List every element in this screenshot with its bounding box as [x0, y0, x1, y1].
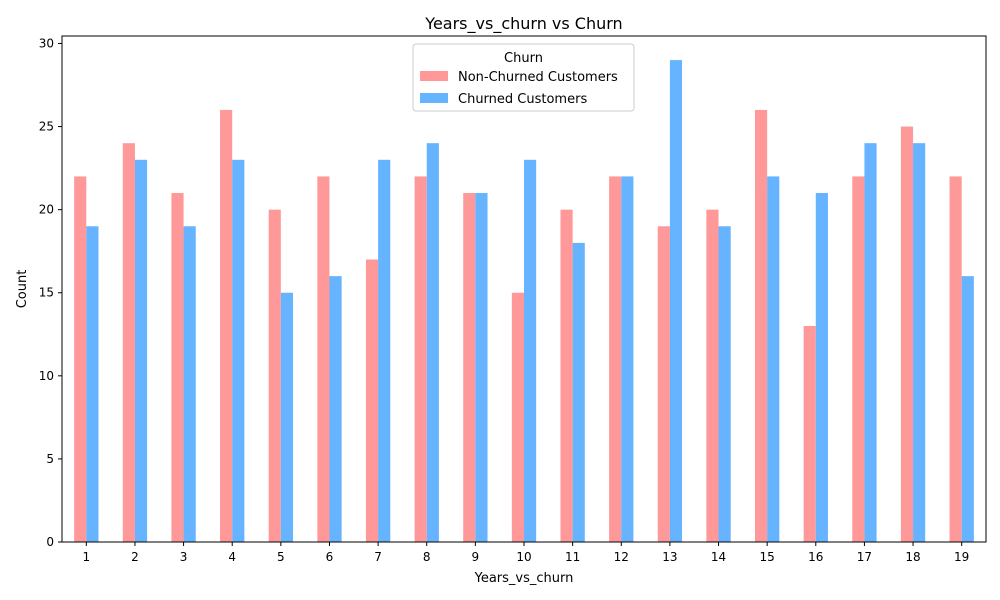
y-tick-label: 30 — [39, 36, 54, 50]
bar-non-churned-3 — [171, 193, 184, 542]
y-tick-label: 0 — [46, 535, 54, 549]
bar-non-churned-1 — [74, 176, 87, 543]
legend-box — [412, 43, 635, 112]
x-tick-label: 17 — [857, 550, 872, 564]
bar-non-churned-4 — [220, 109, 233, 542]
bar-churned-9 — [475, 193, 488, 542]
x-tick-label: 16 — [808, 550, 823, 564]
y-axis-ticks: 0 5 10 15 20 25 30 — [39, 36, 62, 549]
x-tick-label: 3 — [180, 550, 188, 564]
bar-churned-12 — [621, 176, 634, 543]
bar-non-churned-14 — [706, 209, 719, 542]
x-tick-label: 12 — [614, 550, 629, 564]
bar-non-churned-2 — [122, 143, 135, 542]
bar-non-churned-17 — [852, 176, 865, 543]
bar-non-churned-12 — [609, 176, 622, 543]
x-tick-label: 6 — [326, 550, 334, 564]
x-tick-label: 1 — [82, 550, 90, 564]
x-axis-ticks: 1 2 3 4 5 6 7 8 9 10 11 12 13 14 15 16 17 18 19 — [82, 542, 969, 564]
x-tick-label: 14 — [711, 550, 726, 564]
y-tick-label: 15 — [39, 286, 54, 300]
bar-non-churned-5 — [268, 209, 281, 542]
x-tick-label: 15 — [760, 550, 775, 564]
bar-non-churned-19 — [949, 176, 962, 543]
bars-group — [74, 60, 974, 543]
bar-churned-17 — [864, 143, 877, 542]
y-tick-label: 20 — [39, 203, 54, 217]
bar-churned-1 — [86, 226, 99, 542]
bar-churned-15 — [767, 176, 780, 543]
bar-churned-13 — [669, 60, 683, 542]
bar-non-churned-8 — [414, 176, 427, 543]
bar-churned-5 — [280, 292, 293, 542]
bar-non-churned-7 — [365, 259, 379, 542]
bar-non-churned-15 — [755, 109, 768, 542]
bar-churned-3 — [183, 226, 196, 542]
legend-label-non-churned: Non-Churned Customers — [458, 70, 618, 85]
bar-churned-4 — [232, 159, 245, 543]
x-tick-label: 19 — [954, 550, 969, 564]
bar-non-churned-10 — [511, 292, 524, 542]
bar-non-churned-11 — [560, 209, 573, 542]
bar-churned-7 — [378, 159, 391, 543]
bar-churned-10 — [524, 159, 537, 543]
legend: Churn Non-Churned Customers Churned Cust… — [412, 43, 635, 112]
bar-churned-8 — [426, 143, 439, 542]
bar-churned-2 — [134, 159, 148, 543]
x-tick-label: 9 — [472, 550, 480, 564]
x-tick-label: 2 — [131, 550, 139, 564]
plot-frame — [61, 35, 987, 543]
x-tick-label: 4 — [228, 550, 236, 564]
bar-churned-14 — [718, 226, 731, 542]
chart-title: Years_vs_churn vs Churn — [424, 14, 622, 34]
x-axis-label: Years_vs_churn — [474, 571, 574, 586]
bar-churned-19 — [961, 276, 974, 542]
y-tick-label: 10 — [39, 369, 54, 383]
x-tick-label: 8 — [423, 550, 431, 564]
x-tick-label: 10 — [516, 550, 531, 564]
legend-title: Churn — [504, 51, 543, 66]
bar-non-churned-16 — [803, 325, 816, 542]
y-axis-label: Count — [15, 270, 30, 309]
x-tick-label: 7 — [374, 550, 382, 564]
bar-churned-16 — [815, 193, 828, 542]
y-tick-label: 25 — [39, 120, 54, 134]
bar-non-churned-13 — [657, 226, 670, 542]
y-tick-label: 5 — [46, 452, 54, 466]
bar-churned-18 — [913, 143, 926, 542]
bar-churned-6 — [329, 276, 342, 542]
bar-churned-11 — [572, 242, 585, 542]
x-tick-label: 5 — [277, 550, 285, 564]
bar-non-churned-6 — [317, 176, 330, 543]
bar-non-churned-9 — [463, 193, 476, 542]
x-tick-label: 11 — [565, 550, 580, 564]
bar-non-churned-18 — [900, 126, 914, 542]
x-tick-label: 18 — [905, 550, 920, 564]
legend-swatch-churned — [420, 93, 448, 103]
legend-label-churned: Churned Customers — [458, 92, 587, 107]
legend-swatch-non-churned — [420, 71, 448, 81]
x-tick-label: 13 — [662, 550, 677, 564]
